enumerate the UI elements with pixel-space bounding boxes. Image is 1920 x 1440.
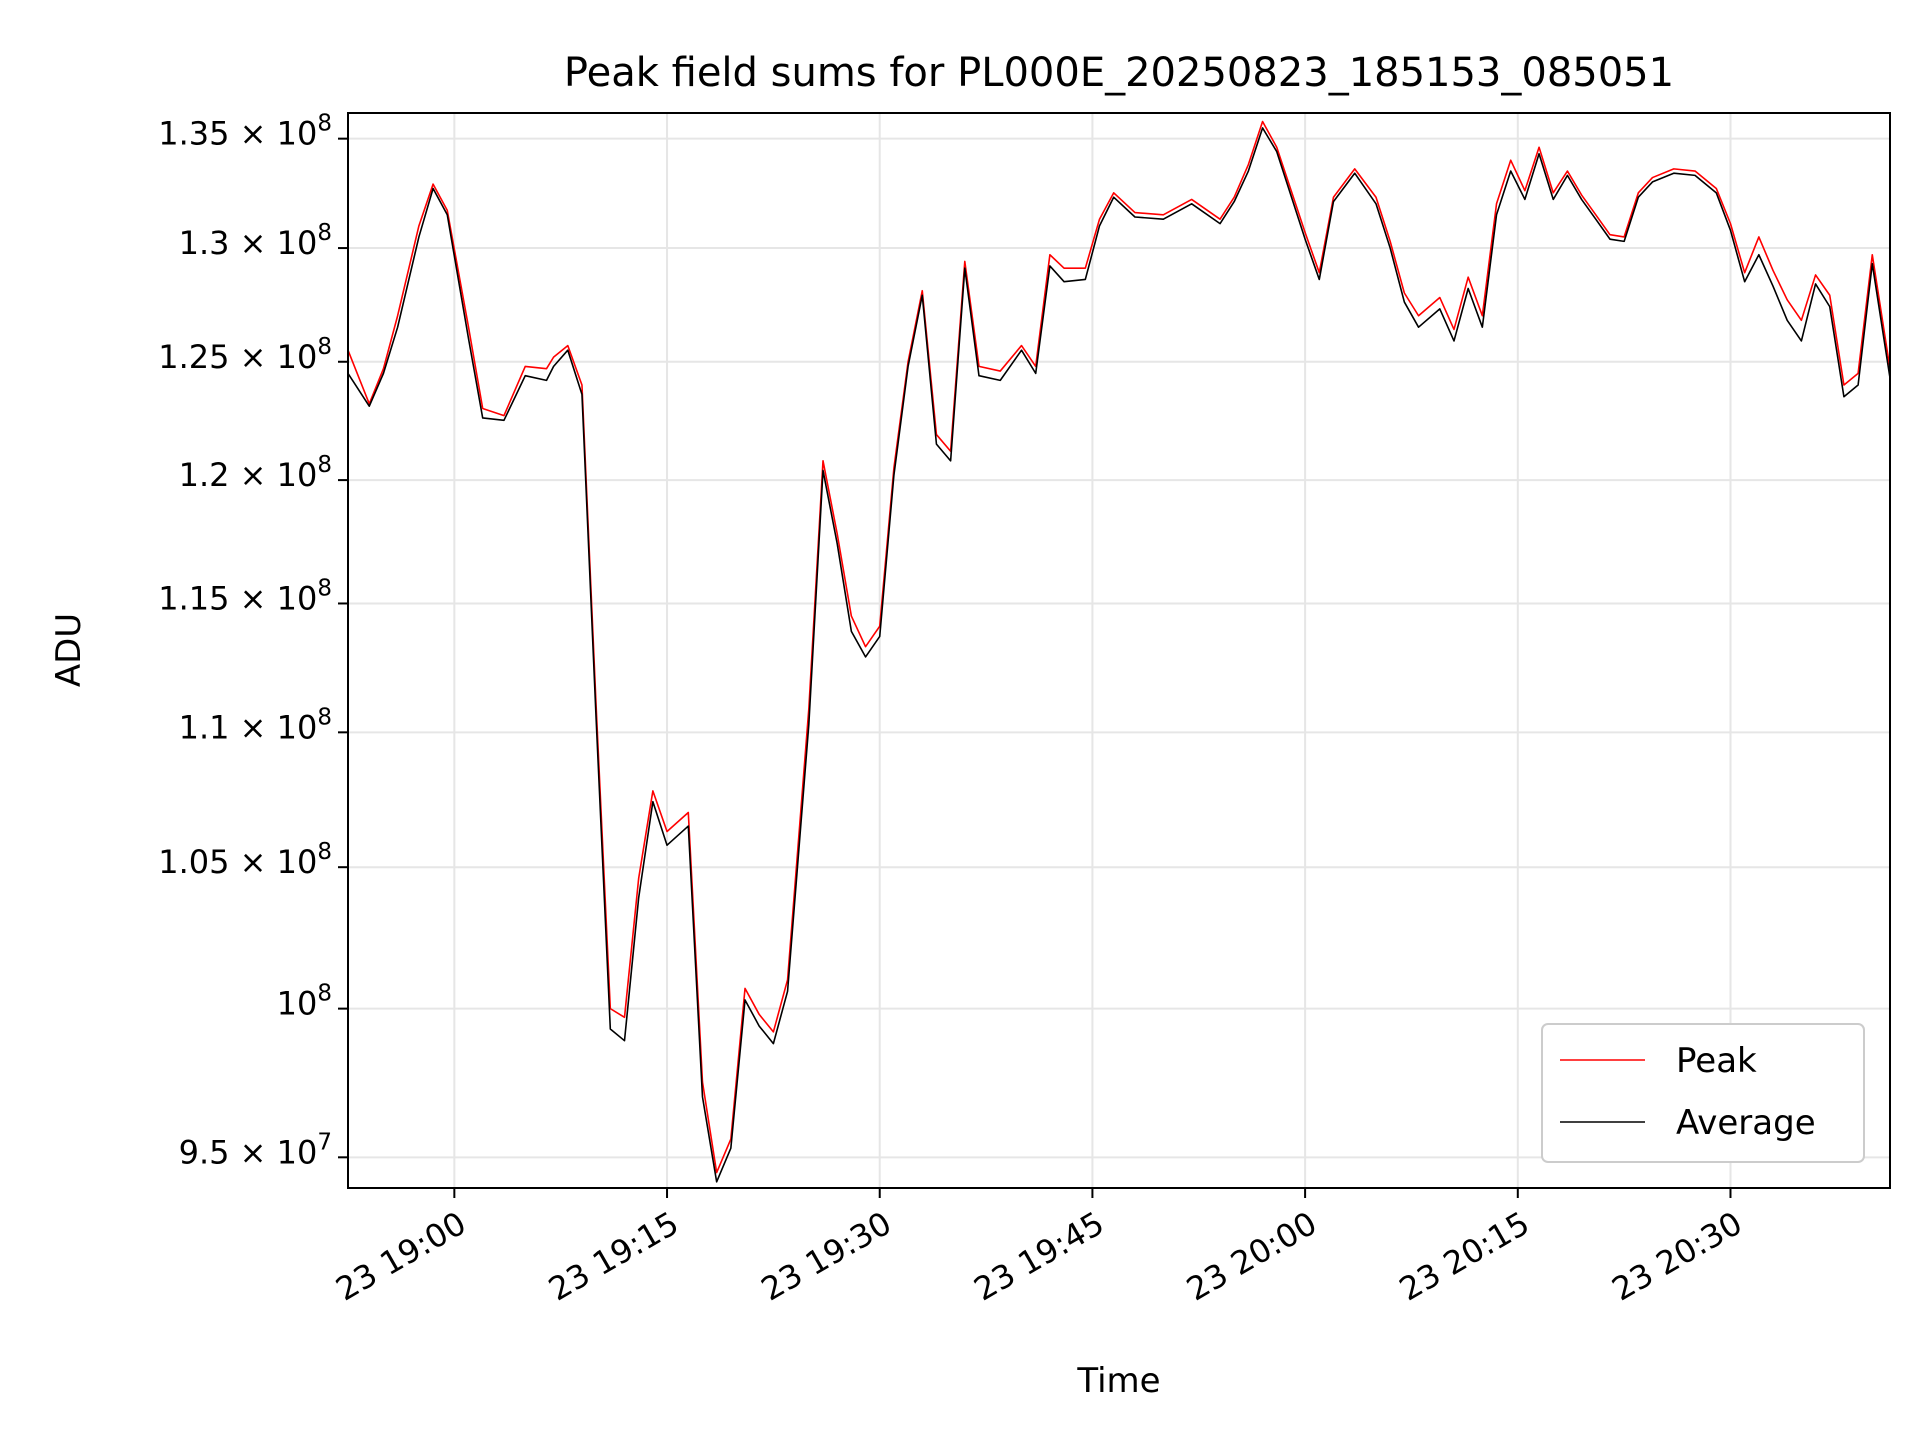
grid xyxy=(348,113,1890,1188)
legend-box xyxy=(1541,1023,1865,1163)
series-line-peak xyxy=(347,120,1891,1174)
y-tick-label: 1.15 × 108 xyxy=(158,575,332,617)
y-axis: 9.5 × 107 108 1.05 × 108 1.1 × 108 1.15 × 10… xyxy=(158,111,348,1171)
legend-label-peak: Peak xyxy=(1676,1041,1757,1081)
series-line-average xyxy=(347,127,1891,1183)
y-tick-label: 1.1 × 108 xyxy=(179,704,332,746)
y-tick-label: 1.3 × 108 xyxy=(179,220,332,262)
y-tick-label: 108 xyxy=(277,981,332,1023)
legend-label-average: Average xyxy=(1676,1103,1816,1143)
y-tick-label: 1.05 × 108 xyxy=(158,839,332,881)
series-lines xyxy=(347,120,1891,1183)
y-tick-label: 9.5 × 107 xyxy=(179,1129,332,1171)
y-tick-label: 1.25 × 108 xyxy=(158,334,332,376)
chart-title: Peak field sums for PL000E_20250823_1851… xyxy=(564,50,1674,96)
y-axis-label: ADU xyxy=(49,613,89,687)
x-axis-label: Time xyxy=(1076,1361,1160,1401)
y-tick-label: 1.2 × 108 xyxy=(179,452,332,494)
plot-frame xyxy=(347,112,1891,1189)
y-tick-label: 1.35 × 108 xyxy=(158,111,332,153)
legend: Peak Average xyxy=(1541,1023,1865,1163)
